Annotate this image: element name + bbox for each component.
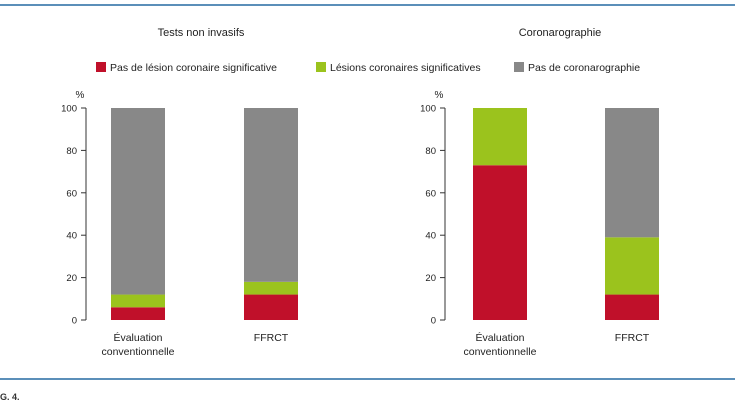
chart-title: Tests non invasifs [158, 27, 245, 39]
legend-swatch-3 [514, 62, 524, 72]
y-tick-label-40: 40 [425, 231, 436, 242]
category-label-1-line-1: Évaluation [475, 331, 524, 344]
bar-2-segment-3 [605, 108, 659, 238]
bar-2-segment-2 [244, 281, 298, 295]
bar-1-segment-2 [473, 108, 527, 166]
y-tick-label-0: 0 [431, 316, 436, 327]
legend: Pas de lésion coronaire significative Lés… [96, 62, 640, 74]
bar-1-segment-3 [111, 108, 165, 295]
chart-title: Coronarographie [519, 27, 602, 39]
y-axis-label: % [76, 90, 85, 101]
legend-label-3: Pas de coronarographie [528, 62, 640, 74]
chart-tests-non-invasifs: Tests non invasifs% 0 20 40 60 80 100 Évaluatio… [61, 27, 298, 358]
legend-swatch-2 [316, 62, 326, 72]
bar-1-segment-1 [473, 165, 527, 320]
y-tick-label-100: 100 [61, 104, 77, 115]
legend-swatch-1 [96, 62, 106, 72]
category-label-1-line-2: conventionnelle [102, 346, 175, 358]
legend-label-2: Lésions coronaires significatives [330, 62, 481, 74]
frame-top-rule [0, 4, 735, 6]
bar-2-segment-2 [605, 237, 659, 295]
y-tick-label-60: 60 [425, 188, 436, 199]
bar-2-segment-3 [244, 108, 298, 282]
y-tick-label-20: 20 [425, 273, 436, 284]
category-label-1-line-2: conventionnelle [464, 346, 537, 358]
bar-2-segment-1 [244, 294, 298, 320]
y-tick-label-0: 0 [72, 316, 77, 327]
y-tick-label-20: 20 [66, 273, 77, 284]
y-axis-label: % [435, 90, 444, 101]
chart-coronarographie: Coronarographie% 0 20 40 60 80 100 Évaluation co… [420, 27, 659, 358]
category-label-2-line-1: FFRCT [615, 332, 650, 344]
figure-label: G. 4. [0, 392, 20, 402]
category-label-2-line-1: FFRCT [254, 332, 289, 344]
frame-bottom-rule [0, 378, 735, 380]
y-tick-label-80: 80 [66, 146, 77, 157]
legend-label-1: Pas de lésion coronaire significative [110, 62, 277, 74]
y-tick-label-80: 80 [425, 146, 436, 157]
bar-1-segment-1 [111, 307, 165, 320]
y-tick-label-40: 40 [66, 231, 77, 242]
category-label-1-line-1: Évaluation [113, 331, 162, 344]
bar-2-segment-1 [605, 294, 659, 320]
bar-1-segment-2 [111, 294, 165, 308]
y-tick-label-60: 60 [66, 188, 77, 199]
y-tick-label-100: 100 [420, 104, 436, 115]
